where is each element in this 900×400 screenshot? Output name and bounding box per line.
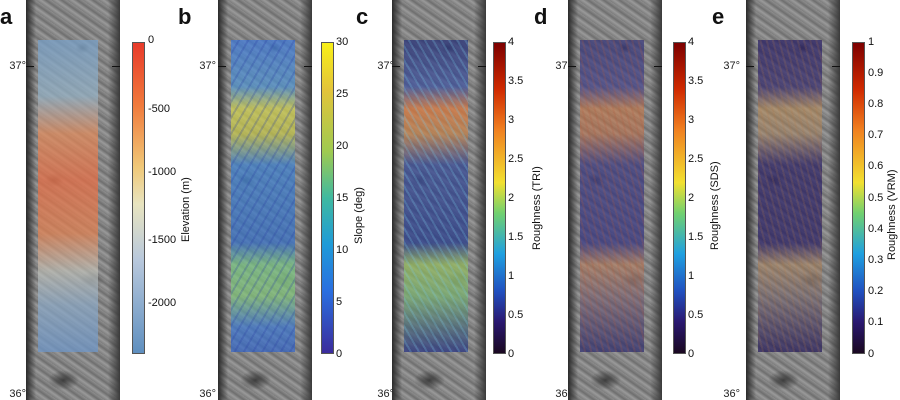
colorbar-tick-label: 0.3 [868, 254, 884, 266]
colorbar-tick-label: 1.5 [688, 231, 704, 243]
latitude-tick-right [112, 66, 120, 67]
vrm-colorbar [852, 42, 865, 354]
colorbar-tick-label: 0 [868, 348, 875, 360]
elevation-overlay [38, 40, 98, 352]
colorbar-tick-label: 0.5 [688, 309, 704, 321]
latitude-label-top: 37° [9, 60, 26, 72]
colorbar-tick-label: 3 [508, 114, 515, 126]
colorbar-tick-label: 15 [336, 192, 349, 204]
colorbar-title: Roughness (TRI) [531, 166, 543, 250]
panel-c: c Slope (deg) 37° 36° 4 3.5 3 2.5 2 1.5 … [353, 0, 534, 400]
elevation-colorbar [132, 42, 145, 354]
latitude-label-top: 37° [199, 60, 216, 72]
latitude-tick-left [746, 66, 754, 67]
colorbar-tick-label: 20 [336, 140, 349, 152]
latitude-label-bottom: 36° [199, 388, 216, 400]
slope-colorbar [321, 42, 334, 354]
colorbar-tick-label: 30 [336, 36, 349, 48]
colorbar-tick-label: 2.5 [688, 153, 704, 165]
colorbar-tick-label: 0.6 [868, 160, 884, 172]
colorbar-tick-label: 4 [688, 36, 695, 48]
colorbar-tick-label: -500 [148, 103, 171, 115]
colorbar-tick-label: -1000 [148, 166, 177, 178]
colorbar-tick-label: 0 [508, 348, 515, 360]
colorbar-tick-label: 3 [688, 114, 695, 126]
latitude-label-bottom: 36° [9, 388, 26, 400]
colorbar-tick-label: 3.5 [688, 75, 704, 87]
latitude-label-top: 37° [377, 60, 394, 72]
colorbar-tick-label: 0.5 [868, 192, 884, 204]
panel-b: b 37° 36° 30 25 20 15 10 5 0 [178, 0, 356, 400]
colorbar-tick-label: 0 [148, 34, 155, 46]
colorbar-tick-label: 1 [868, 36, 875, 48]
colorbar-tick-label: 0.9 [868, 67, 884, 79]
panel-d: d Roughness (TRI) 37° 36° 4 3.5 3 2.5 2 … [531, 0, 712, 400]
colorbar-tick-label: 4 [508, 36, 515, 48]
panel-a: a 37° 36° 0 -500 -1000 -1500 -2000 Eleva… [0, 0, 192, 400]
colorbar-tick-label: 1 [688, 270, 695, 282]
tri-roughness-overlay [404, 40, 468, 352]
panel-letter: d [534, 4, 548, 29]
colorbar-tick-label: 0.5 [508, 309, 524, 321]
sds-roughness-overlay [580, 40, 644, 352]
latitude-label-bottom: 36° [555, 388, 572, 400]
latitude-tick-left [392, 66, 400, 67]
sds-colorbar [673, 42, 686, 354]
colorbar-tick-label: 2.5 [508, 153, 524, 165]
vrm-roughness-overlay [758, 40, 822, 352]
colorbar-title: Slope (deg) [353, 187, 365, 244]
colorbar-title: Roughness (VRM) [886, 169, 898, 260]
colorbar-tick-label: 2 [688, 192, 695, 204]
latitude-tick-left [26, 66, 34, 67]
colorbar-tick-label: 0.1 [868, 316, 884, 328]
tri-colorbar [493, 42, 506, 354]
panel-letter: c [356, 4, 369, 29]
colorbar-tick-label: 1 [508, 270, 515, 282]
latitude-label-bottom: 36° [723, 388, 740, 400]
colorbar-tick-label: 0.4 [868, 223, 884, 235]
colorbar-tick-label: 0.7 [868, 129, 884, 141]
latitude-tick-right [478, 66, 486, 67]
panel-e: e Roughness (SDS) 37° 36° 1 0.9 0.8 0.7 … [709, 0, 900, 400]
panel-letter: b [178, 4, 192, 29]
colorbar-tick-label: 0.8 [868, 98, 884, 110]
slope-overlay [231, 40, 295, 352]
latitude-tick-right [304, 66, 312, 67]
latitude-label-top: 37° [555, 60, 572, 72]
latitude-tick-right [654, 66, 662, 67]
latitude-tick-left [568, 66, 576, 67]
colorbar-tick-label: 2 [508, 192, 515, 204]
latitude-label-top: 37° [723, 60, 740, 72]
colorbar-tick-label: -2000 [148, 297, 177, 309]
panel-letter: a [0, 4, 13, 29]
latitude-label-bottom: 36° [377, 388, 394, 400]
colorbar-tick-label: 3.5 [508, 75, 524, 87]
panel-letter: e [712, 4, 725, 29]
colorbar-tick-label: 1.5 [508, 231, 524, 243]
latitude-tick-right [832, 66, 840, 67]
colorbar-tick-label: 5 [336, 296, 343, 308]
colorbar-tick-label: 0.2 [868, 285, 884, 297]
colorbar-tick-label: 0 [688, 348, 695, 360]
colorbar-tick-label: 10 [336, 244, 349, 256]
colorbar-tick-label: 25 [336, 88, 349, 100]
colorbar-title: Roughness (SDS) [709, 161, 721, 250]
latitude-tick-left [218, 66, 226, 67]
colorbar-tick-label: -1500 [148, 234, 177, 246]
colorbar-tick-label: 0 [336, 348, 343, 360]
